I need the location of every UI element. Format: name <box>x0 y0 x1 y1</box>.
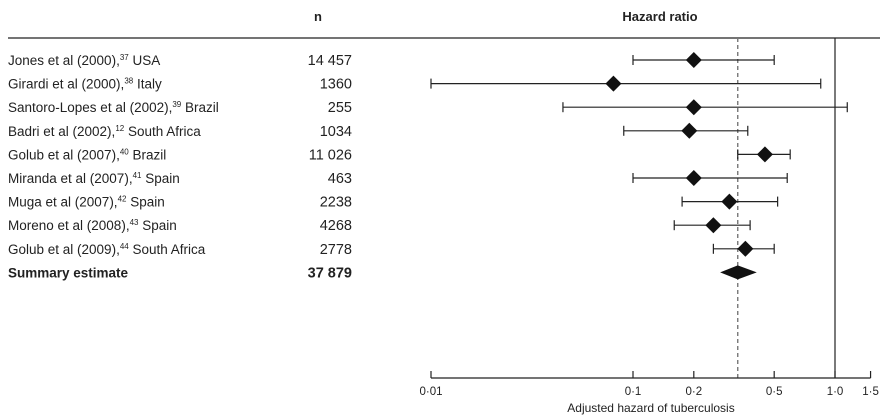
study-n: 255 <box>328 100 352 116</box>
x-tick-label: 1·5 <box>862 386 879 398</box>
study-label: Girardi et al (2000),38 Italy <box>8 77 162 92</box>
study-n: 1360 <box>320 77 352 93</box>
x-axis: 0·01 0·1 0·2 0·5 1·0 1·5 <box>419 371 879 398</box>
study-n: 11 026 <box>309 147 352 163</box>
study-label: Badri et al (2002),12 South Africa <box>8 124 201 139</box>
x-tick-label: 0·01 <box>419 386 442 398</box>
study-label: Muga et al (2007),42 Spain <box>8 195 165 210</box>
study-n: 14 457 <box>308 53 352 69</box>
column-header-n: n <box>314 9 322 24</box>
study-label: Miranda et al (2007),41 Spain <box>8 171 180 186</box>
hr-point <box>756 146 773 163</box>
hr-point <box>737 240 754 257</box>
hr-point <box>721 193 738 210</box>
summary-diamond <box>720 265 757 280</box>
hr-point <box>705 217 722 234</box>
study-n: 2778 <box>320 242 352 258</box>
study-label: Moreno et al (2008),43 Spain <box>8 218 177 233</box>
study-n: 2238 <box>320 195 352 211</box>
study-n: 4268 <box>320 218 352 234</box>
study-label: Jones et al (2000),37 USA <box>8 53 160 68</box>
study-label: Santoro-Lopes et al (2002),39 Brazil <box>8 100 219 115</box>
hr-point <box>685 99 702 116</box>
study-n: 1034 <box>320 124 352 140</box>
hr-point <box>685 170 702 186</box>
x-axis-label: Adjusted hazard of tuberculosis <box>567 401 734 415</box>
hr-point <box>681 122 698 139</box>
column-header-hazard-ratio: Hazard ratio <box>622 9 697 24</box>
hr-point <box>605 75 622 92</box>
x-tick-label: 0·2 <box>685 386 702 398</box>
x-tick-label: 1·0 <box>827 386 844 398</box>
summary-n: 37 879 <box>308 265 352 281</box>
study-label: Golub et al (2007),40 Brazil <box>8 147 166 162</box>
study-n: 463 <box>328 171 352 187</box>
x-tick-label: 0·1 <box>625 386 642 398</box>
x-tick-label: 0·5 <box>766 386 783 398</box>
summary-label: Summary estimate <box>8 265 129 280</box>
study-label: Golub et al (2009),44 South Africa <box>8 242 206 257</box>
hr-point <box>685 52 702 68</box>
study-rows: Jones et al (2000),37 USA 14 457 Girardi e… <box>8 38 848 378</box>
